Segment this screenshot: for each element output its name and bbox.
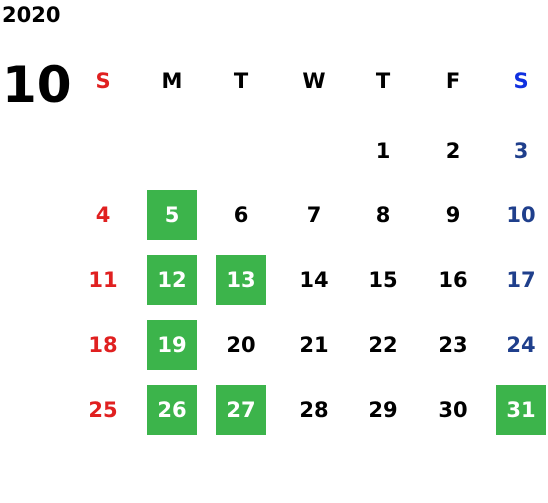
day-cell[interactable]: 15 xyxy=(368,268,398,292)
highlighted-day-cell[interactable]: 19 xyxy=(147,320,197,370)
day-cell[interactable]: 6 xyxy=(233,203,249,227)
day-cell[interactable]: 11 xyxy=(88,268,118,292)
day-cell[interactable]: 21 xyxy=(299,333,329,357)
day-cell[interactable]: 20 xyxy=(226,333,256,357)
day-cell[interactable]: 16 xyxy=(438,268,468,292)
day-cell[interactable]: 24 xyxy=(506,333,536,357)
highlighted-day-cell[interactable]: 13 xyxy=(216,255,266,305)
weekday-header-friday: F xyxy=(445,69,461,93)
highlighted-day-cell[interactable]: 12 xyxy=(147,255,197,305)
day-cell[interactable]: 7 xyxy=(306,203,322,227)
day-cell[interactable]: 2 xyxy=(445,139,461,163)
day-cell[interactable]: 4 xyxy=(95,203,111,227)
weekday-header-wednesday: W xyxy=(302,69,326,93)
day-cell[interactable]: 30 xyxy=(438,398,468,422)
day-cell[interactable]: 10 xyxy=(506,203,536,227)
weekday-header-tuesday: T xyxy=(233,69,249,93)
day-cell[interactable]: 3 xyxy=(513,139,529,163)
year-label: 2020 xyxy=(2,3,61,27)
weekday-header-thursday: T xyxy=(375,69,391,93)
day-cell[interactable]: 9 xyxy=(445,203,461,227)
weekday-header-sunday: S xyxy=(95,69,111,93)
weekday-header-monday: M xyxy=(161,69,183,93)
highlighted-day-cell[interactable]: 31 xyxy=(496,385,546,435)
day-cell[interactable]: 25 xyxy=(88,398,118,422)
day-cell[interactable]: 22 xyxy=(368,333,398,357)
day-cell[interactable]: 29 xyxy=(368,398,398,422)
month-label: 10 xyxy=(2,56,72,114)
weekday-header-saturday: S xyxy=(513,69,529,93)
day-cell[interactable]: 14 xyxy=(299,268,329,292)
day-cell[interactable]: 18 xyxy=(88,333,118,357)
day-cell[interactable]: 23 xyxy=(438,333,468,357)
highlighted-day-cell[interactable]: 26 xyxy=(147,385,197,435)
day-cell[interactable]: 8 xyxy=(375,203,391,227)
highlighted-day-cell[interactable]: 5 xyxy=(147,190,197,240)
day-cell[interactable]: 1 xyxy=(375,139,391,163)
highlighted-day-cell[interactable]: 27 xyxy=(216,385,266,435)
day-cell[interactable]: 17 xyxy=(506,268,536,292)
day-cell[interactable]: 28 xyxy=(299,398,329,422)
